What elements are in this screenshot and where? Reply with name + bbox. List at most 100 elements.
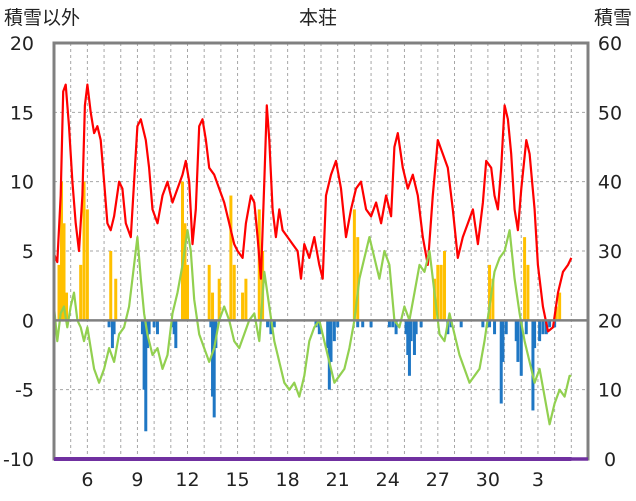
precip-bar xyxy=(170,320,174,328)
chart-title: 本荘 xyxy=(299,7,337,29)
precip-bar xyxy=(327,320,331,390)
precip-bar xyxy=(369,320,373,328)
precip-bar xyxy=(404,320,408,335)
precip-bar xyxy=(533,320,537,349)
precip-bar xyxy=(501,320,505,362)
plot-frame xyxy=(52,41,590,461)
precip-bar xyxy=(526,264,530,321)
precip-bar xyxy=(332,320,336,342)
axis-labels: -10 -5 0 5 10 15 20 0 10 20 30 40 50 60 6 9 12 15 18 21 24 27… xyxy=(3,33,622,491)
left-axis-label: 積雪以外 xyxy=(4,7,80,29)
precip-bar xyxy=(504,320,508,335)
precip-bar xyxy=(394,320,398,335)
right-tick-label: 20 xyxy=(598,310,622,332)
right-axis-label: 積雪 xyxy=(594,7,632,29)
right-tick-label: 0 xyxy=(604,449,616,471)
precip-bar xyxy=(244,278,248,321)
precip-bar xyxy=(241,292,245,321)
precip-bar xyxy=(65,292,69,321)
precip-bar xyxy=(548,320,552,328)
precip-bar xyxy=(553,320,557,328)
precip-bar xyxy=(442,251,446,321)
right-tick-label: 50 xyxy=(598,102,622,124)
x-tick-label: 18 xyxy=(276,469,300,491)
precip-bar xyxy=(85,209,89,321)
precip-bar xyxy=(217,278,221,321)
precip-bar xyxy=(419,320,423,328)
right-tick-label: 60 xyxy=(598,33,622,55)
precip-bar xyxy=(329,320,333,362)
precip-bar xyxy=(79,264,83,321)
precip-bar xyxy=(112,320,116,335)
precip-bar xyxy=(523,237,527,321)
precip-bar xyxy=(406,320,410,355)
precip-bar xyxy=(412,320,416,355)
x-tick-label: 27 xyxy=(426,469,450,491)
precip-bar xyxy=(142,320,146,390)
precip-bar xyxy=(409,320,413,342)
precip-bar xyxy=(180,181,184,321)
precip-bar xyxy=(209,320,213,328)
precip-bar xyxy=(211,320,215,397)
precip-bar xyxy=(519,320,523,376)
precip-bar xyxy=(407,320,411,376)
precip-bar xyxy=(266,320,270,328)
precip-bar xyxy=(62,223,66,321)
left-tick-label: 0 xyxy=(22,310,34,332)
precip-bar xyxy=(356,237,360,321)
x-tick-label: 24 xyxy=(376,469,400,491)
precip-bar xyxy=(186,264,189,321)
precip-bar xyxy=(114,278,118,321)
precip-bar xyxy=(211,292,215,321)
precip-bar xyxy=(436,264,440,321)
precip-bar xyxy=(488,320,492,328)
x-tick-label: 15 xyxy=(225,469,249,491)
right-tick-label: 40 xyxy=(598,172,622,194)
precip-bar xyxy=(232,264,236,321)
precip-bar xyxy=(229,195,233,321)
left-tick-label: 10 xyxy=(10,172,34,194)
precip-bar xyxy=(317,320,321,335)
series-lines xyxy=(52,83,573,461)
precip-bar xyxy=(152,320,156,328)
left-tick-label: 20 xyxy=(10,33,34,55)
precip-bar xyxy=(352,209,356,321)
precip-bar xyxy=(493,320,497,335)
precip-bar xyxy=(554,306,558,321)
precip-bar xyxy=(326,320,330,349)
x-tick-label: 3 xyxy=(532,469,544,491)
left-tick-label: 15 xyxy=(10,102,34,124)
precip-bar xyxy=(107,320,111,328)
precip-bar xyxy=(481,320,485,328)
precip-bar xyxy=(459,320,463,328)
precip-bar xyxy=(558,292,562,321)
precip-bar xyxy=(391,320,395,328)
left-tick-label: 5 xyxy=(22,241,34,263)
precip-bar xyxy=(499,320,503,404)
precip-bar xyxy=(516,320,520,362)
precip-bar xyxy=(140,320,144,335)
precip-bar xyxy=(172,320,176,335)
precip-bar xyxy=(212,320,216,418)
precip-bar xyxy=(336,320,340,328)
precip-bar xyxy=(269,320,273,335)
precip-bar xyxy=(60,181,64,321)
left-tick-label: -10 xyxy=(3,449,34,471)
x-tick-label: 21 xyxy=(326,469,350,491)
precip-bar xyxy=(387,320,391,328)
precip-bar xyxy=(356,320,360,328)
precip-bar xyxy=(488,264,492,321)
precip-bar xyxy=(147,320,151,335)
x-tick-label: 9 xyxy=(131,469,143,491)
precip-bar xyxy=(491,278,495,321)
right-tick-label: 30 xyxy=(598,241,622,263)
precip-bar xyxy=(174,320,178,349)
precip-bar xyxy=(538,320,542,342)
precip-bar xyxy=(272,320,276,328)
precip-bar xyxy=(524,320,528,335)
precip-bar xyxy=(155,320,159,335)
precip-bar xyxy=(109,251,113,321)
precip-bar xyxy=(82,181,86,321)
precip-bar xyxy=(439,264,443,321)
